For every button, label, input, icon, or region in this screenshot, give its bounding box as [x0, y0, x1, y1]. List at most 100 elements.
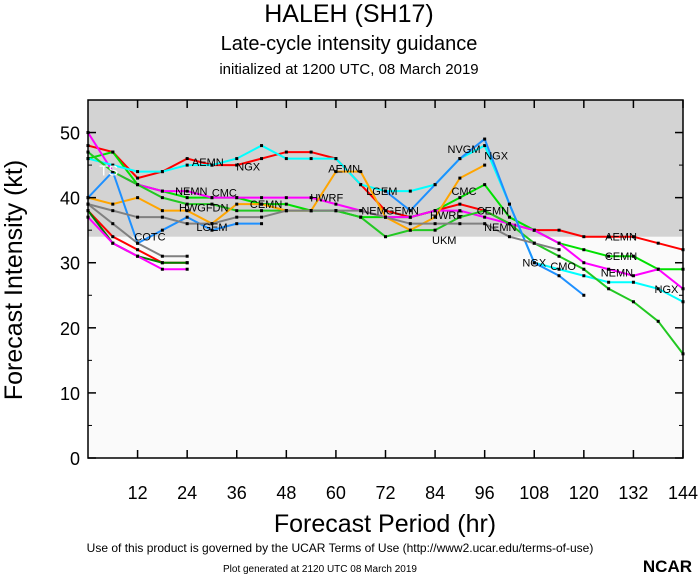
- data-point: [160, 189, 164, 193]
- series-label: CEMN: [477, 206, 509, 218]
- series-line-cotc: [87, 169, 262, 245]
- data-point: [185, 267, 189, 271]
- data-point: [408, 189, 412, 193]
- data-point: [359, 170, 363, 174]
- series-label: NEMGEMN: [361, 206, 419, 218]
- data-point: [185, 215, 189, 219]
- series-label: NGX: [522, 258, 547, 270]
- data-point: [309, 209, 313, 213]
- data-point: [111, 150, 115, 154]
- data-point: [185, 261, 189, 265]
- data-point: [260, 222, 264, 226]
- data-point: [557, 267, 561, 271]
- data-point: [582, 274, 586, 278]
- data-point: [334, 157, 338, 161]
- data-point: [483, 163, 487, 167]
- x-tick-label: 12: [128, 483, 148, 503]
- data-point: [607, 267, 611, 271]
- data-point: [433, 215, 437, 219]
- data-point: [408, 222, 412, 226]
- data-point: [309, 150, 313, 154]
- x-axis-label: Forecast Period (hr): [274, 510, 496, 538]
- data-point: [136, 254, 140, 258]
- data-point: [483, 144, 487, 148]
- data-point: [334, 209, 338, 213]
- data-point: [210, 202, 214, 206]
- data-point: [136, 241, 140, 245]
- data-point: [111, 163, 115, 167]
- data-point: [483, 183, 487, 187]
- data-point: [656, 287, 660, 291]
- series-label: NEMN: [175, 186, 207, 198]
- data-point: [260, 209, 264, 213]
- series-label: UKM: [432, 235, 456, 247]
- x-tick-label: 96: [475, 483, 495, 503]
- data-point: [260, 196, 264, 200]
- data-point: [334, 170, 338, 174]
- data-point: [631, 300, 635, 304]
- data-point: [235, 215, 239, 219]
- data-point: [136, 196, 140, 200]
- data-point: [160, 170, 164, 174]
- data-point: [235, 163, 239, 167]
- data-point: [359, 215, 363, 219]
- data-point: [111, 209, 115, 213]
- series-label: AEMN: [192, 157, 224, 169]
- data-point: [160, 196, 164, 200]
- data-point: [532, 241, 536, 245]
- series-label: AEMN: [328, 163, 360, 175]
- data-point: [607, 235, 611, 239]
- series-label: COTC: [134, 232, 165, 244]
- data-point: [359, 183, 363, 187]
- data-point: [557, 254, 561, 258]
- y-tick-label: 40: [60, 189, 80, 209]
- series-label: AEMN: [605, 232, 637, 244]
- data-point: [607, 254, 611, 258]
- generated-time: Plot generated at 2120 UTC 08 March 2019: [222, 564, 417, 575]
- y-axis-label: Forecast Intensity (kt): [0, 160, 28, 400]
- data-point: [334, 202, 338, 206]
- x-tick-label: 48: [276, 483, 296, 503]
- series-label: CEMN: [250, 199, 282, 211]
- data-point: [160, 215, 164, 219]
- series-label: NVGM: [448, 144, 481, 156]
- data-point: [656, 267, 660, 271]
- data-point: [185, 196, 189, 200]
- series-label: CMO: [550, 261, 576, 273]
- y-tick-label: 50: [60, 124, 80, 144]
- data-point: [160, 209, 164, 213]
- x-tick-label: 72: [375, 483, 395, 503]
- data-point: [260, 202, 264, 206]
- data-point: [136, 170, 140, 174]
- data-point: [136, 183, 140, 187]
- series-label: NEMN: [601, 267, 633, 279]
- data-point: [111, 202, 115, 206]
- data-point: [408, 228, 412, 232]
- data-point: [656, 241, 660, 245]
- data-point: [284, 150, 288, 154]
- series-label: CMC: [451, 186, 476, 198]
- data-point: [309, 157, 313, 161]
- data-point: [185, 254, 189, 258]
- data-point: [160, 261, 164, 265]
- series-label: CEMN: [605, 251, 637, 263]
- data-point: [260, 215, 264, 219]
- data-point: [309, 196, 313, 200]
- x-tick-label: 84: [425, 483, 445, 503]
- data-point: [111, 241, 115, 245]
- data-point: [582, 293, 586, 297]
- x-tick-label: 108: [519, 483, 549, 503]
- data-point: [408, 209, 412, 213]
- data-point: [235, 157, 239, 161]
- data-point: [557, 228, 561, 232]
- initialization-time: initialized at 1200 UTC, 08 March 2019: [219, 61, 479, 78]
- data-point: [235, 196, 239, 200]
- data-point: [235, 209, 239, 213]
- x-tick-label: 132: [618, 483, 648, 503]
- data-point: [384, 235, 387, 239]
- data-point: [111, 170, 115, 174]
- data-point: [507, 235, 511, 239]
- chart-subtitle: Late-cycle intensity guidance: [220, 33, 478, 55]
- data-point: [235, 222, 239, 226]
